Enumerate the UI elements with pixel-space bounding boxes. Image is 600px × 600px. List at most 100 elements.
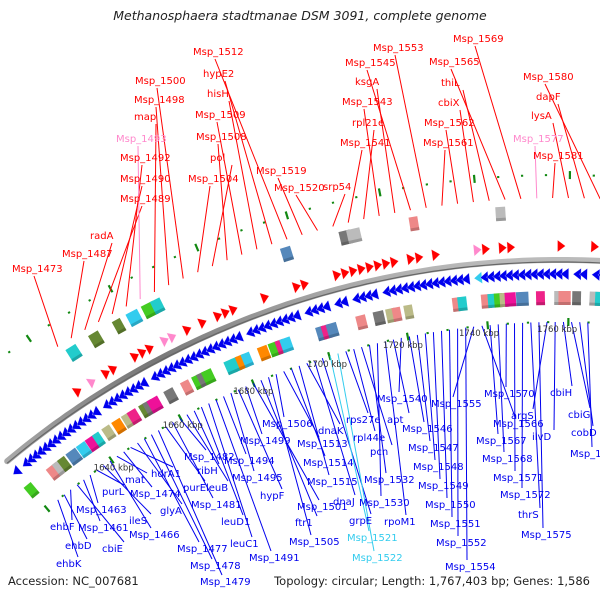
reverse-gene-box-rect (372, 310, 387, 327)
reverse-gene-box-shade (405, 315, 415, 320)
reverse-gene-label: glyA (160, 506, 182, 517)
forward-gene-arrow-shape (85, 378, 96, 390)
forward-gene-arrow-shape (181, 325, 192, 337)
reverse-gene-box-shade (97, 440, 107, 448)
forward-gene-arrow-shape (389, 256, 399, 269)
forward-gene-label: Msp_1473 (12, 264, 63, 275)
reverse-gene-box (56, 455, 73, 473)
forward-gene-label: Msp_1500 (135, 76, 186, 87)
reverse-gene-box-rect (200, 368, 217, 386)
reverse-gene-box (91, 431, 107, 448)
forward-leader-line (155, 106, 170, 286)
forward-gene-arrow-shape (107, 365, 118, 377)
reverse-gene-box-shade (357, 324, 369, 331)
forward-gene-label: Msp_1577 (513, 134, 564, 145)
reverse-gene-label: hypF (260, 491, 285, 502)
reverse-leader-line (497, 324, 505, 453)
reverse-gene-label: grpE (349, 516, 372, 527)
reverse-gene-arrow (461, 272, 471, 286)
reverse-gene-box (504, 292, 517, 307)
reverse-gene-box (355, 314, 369, 331)
forward-leader-line (33, 275, 59, 347)
reverse-gene-box-rect (75, 441, 93, 459)
forward-leader-line (552, 122, 569, 199)
reverse-leader-line (186, 414, 229, 482)
forward-gene-label: Msp_1492 (120, 153, 171, 164)
reverse-leader-line (538, 322, 544, 529)
reverse-gene-label: Msp_1575 (521, 530, 572, 541)
reverse-gene-label: mat (125, 475, 145, 486)
forward-gene-box-shade (71, 353, 83, 362)
forward-gene-box-shade (117, 327, 127, 335)
inner-tick (308, 360, 312, 364)
reverse-gene-label: cbiH (550, 388, 572, 399)
reverse-gene-arrow (292, 308, 303, 321)
forward-gene-arrow (85, 378, 96, 390)
reverse-gene-box (65, 447, 84, 466)
forward-gene-arrow (590, 240, 600, 253)
reverse-leader-line (571, 321, 591, 409)
reverse-gene-box-rect (535, 291, 546, 306)
forward-gene-arrow-shape (196, 318, 207, 330)
reverse-gene-box-rect (45, 461, 65, 481)
reverse-gene-label: pcn (370, 447, 388, 458)
forward-gene-box-rect (111, 317, 127, 335)
reverse-gene-box-rect (84, 433, 104, 453)
forward-leader-line (363, 129, 375, 220)
reverse-gene-arrow (339, 294, 350, 308)
reverse-gene-label: Msp_1477 (177, 544, 228, 555)
forward-gene-box-shade (495, 217, 506, 222)
reverse-gene-label: Msp_1521 (347, 533, 398, 544)
reverse-gene-arrow-shape (292, 308, 303, 321)
reverse-gene-label: Msp_1530 (359, 498, 410, 509)
forward-gene-arrow (158, 336, 170, 348)
forward-leader-line (153, 123, 157, 293)
forward-gene-arrow-shape (372, 259, 383, 273)
reverse-gene-arrow (579, 268, 588, 281)
reverse-gene-box-rect (240, 351, 255, 368)
forward-gene-arrow-shape (498, 241, 508, 255)
reverse-gene-box-shade (132, 417, 143, 426)
forward-gene-box (125, 308, 144, 328)
reverse-leader-line (345, 351, 369, 414)
inner-tick (61, 494, 65, 498)
reverse-gene-box (515, 291, 529, 307)
reverse-gene-label: ehbD (65, 541, 92, 552)
forward-gene-arrow (212, 311, 223, 323)
reverse-leader-line (452, 326, 475, 398)
forward-gene-label: Msp_1565 (429, 57, 480, 68)
reverse-gene-label: Msp_1482 (184, 452, 235, 463)
outer-tick (47, 323, 51, 327)
forward-gene-arrow (136, 348, 147, 360)
forward-gene-box-rect (125, 308, 144, 328)
forward-leader-line (394, 54, 427, 208)
reverse-leader-line (449, 329, 453, 518)
forward-leader-line (441, 149, 446, 206)
reverse-gene-arrow (560, 267, 569, 281)
forward-leader-line (70, 260, 85, 339)
reverse-leader-line (432, 332, 441, 480)
reverse-gene-box (179, 379, 195, 396)
reverse-gene-label: Msp_1567 (476, 436, 527, 447)
reverse-leader-line (89, 474, 99, 504)
reverse-gene-label: Msp_1570 (484, 389, 535, 400)
reverse-gene-box-shade (572, 302, 581, 306)
forward-gene-box (345, 227, 363, 244)
forward-leader-line (544, 83, 600, 200)
forward-gene-box (87, 330, 105, 349)
scale-label: 1640 kbp (94, 464, 134, 474)
outer-tick (194, 243, 200, 252)
forward-leader-line (228, 100, 258, 250)
forward-gene-label: cbiX (438, 98, 460, 109)
reverse-gene-box-shade (30, 490, 40, 499)
forward-gene-label: hypE2 (203, 69, 234, 80)
forward-gene-arrow (143, 344, 155, 356)
forward-gene-box (495, 206, 506, 222)
reverse-gene-label: Msp_1555 (431, 399, 482, 410)
forward-gene-label: hisH (207, 89, 229, 100)
reverse-gene-box-rect (56, 455, 73, 473)
forward-gene-arrow-shape (431, 249, 441, 262)
reverse-gene-box-shade (458, 307, 468, 312)
reverse-leader-line (424, 333, 436, 461)
forward-gene-label: Msp_1581 (533, 151, 584, 162)
